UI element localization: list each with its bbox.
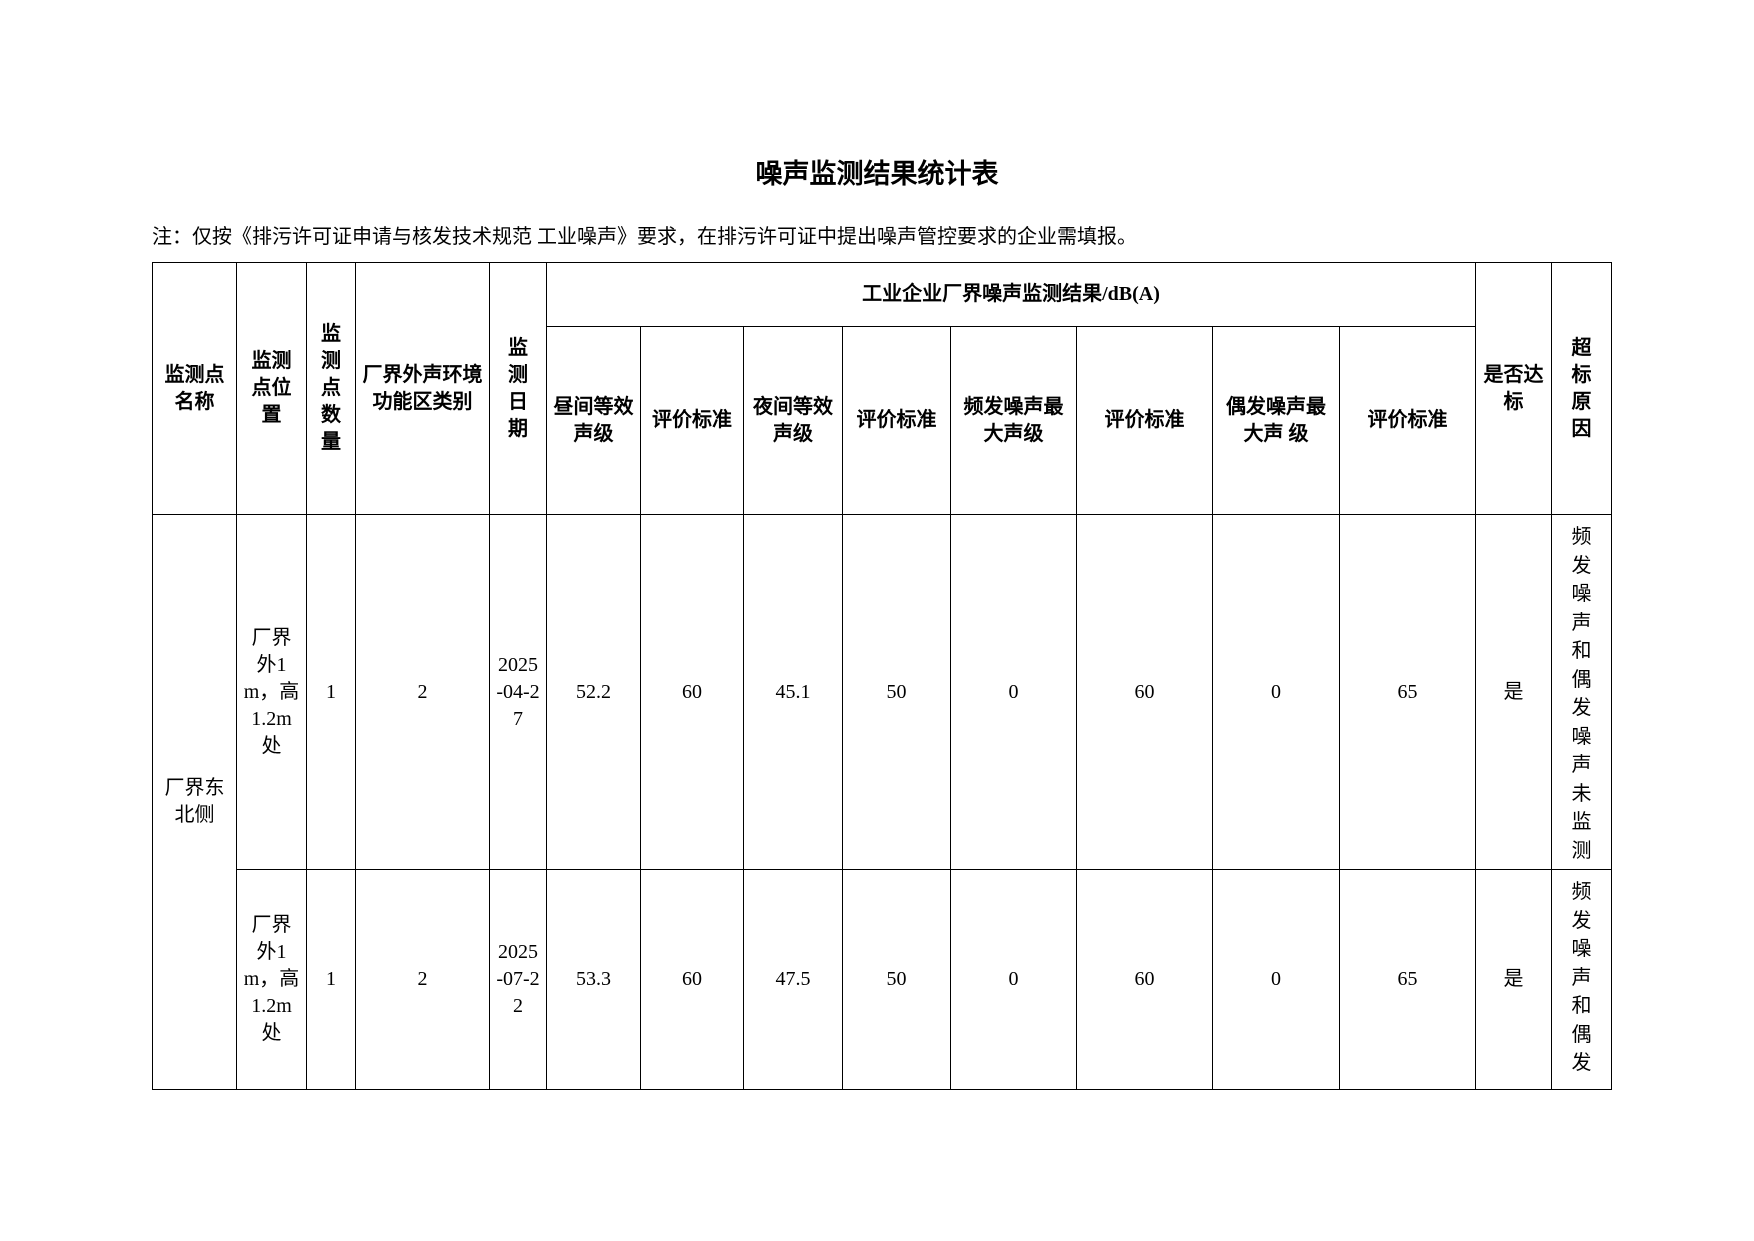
table-row: 厂界东北侧 厂界外1m，高1.2m处 1 2 2025-04-27 52.2 6… [152, 514, 1613, 1090]
day-std-cell: 60 [640, 869, 744, 1090]
header-row-1: 监测点名称 监测点位置 监测点数量 厂界外声环境功能区类别 监测日期 工业企业厂… [152, 262, 1613, 515]
freq-std-cell: 60 [1076, 514, 1213, 870]
header-occ-std: 评价标准 [1338, 326, 1477, 515]
count-cell: 1 [306, 869, 356, 1090]
header-day-std: 评价标准 [640, 326, 744, 515]
header-reason: 超标原因 [1551, 262, 1613, 515]
reason-cell: 频发噪声和偶发噪声未监测 [1551, 514, 1613, 870]
occ-std-cell: 65 [1338, 514, 1477, 870]
night-leq-cell: 45.1 [743, 514, 843, 870]
night-leq-cell: 47.5 [743, 869, 843, 1090]
date-cell: 2025-04-27 [489, 514, 547, 870]
day-std-cell: 60 [640, 514, 744, 870]
location-cell: 厂界外1m，高1.2m处 [236, 869, 307, 1090]
note-text: 注：仅按《排污许可证申请与核发技术规范 工业噪声》要求，在排污许可证中提出噪声管… [152, 226, 1137, 248]
header-freq-max: 频发噪声最大声级 [950, 326, 1077, 515]
header-night-leq: 夜间等效声级 [743, 326, 843, 515]
header-point-count: 监测点数量 [306, 262, 356, 515]
header-day-leq: 昼间等效声级 [546, 326, 641, 515]
night-std-cell: 50 [842, 514, 951, 870]
page-title: 噪声监测结果统计表 [755, 159, 999, 189]
day-leq-cell: 53.3 [546, 869, 641, 1090]
compliant-cell: 是 [1475, 514, 1553, 870]
header-point-name: 监测点名称 [152, 262, 237, 515]
header-group: 工业企业厂界噪声监测结果/dB(A) [545, 262, 1477, 327]
location-cell: 厂界外1m，高1.2m处 [236, 514, 307, 870]
header-occ-max: 偶发噪声最大声 级 [1212, 326, 1340, 515]
header-point-location: 监测点位置 [236, 262, 307, 515]
header-compliant: 是否达标 [1475, 262, 1553, 515]
day-leq-cell: 52.2 [546, 514, 641, 870]
zone-cell: 2 [355, 514, 490, 870]
noise-results-table: 监测点名称 监测点位置 监测点数量 厂界外声环境功能区类别 监测日期 工业企业厂… [152, 262, 1613, 1090]
point-name-cell: 厂界东北侧 [152, 514, 237, 1090]
zone-cell: 2 [355, 869, 490, 1090]
freq-max-cell: 0 [950, 514, 1077, 870]
night-std-cell: 50 [842, 869, 951, 1090]
occ-max-cell: 0 [1212, 869, 1340, 1090]
freq-max-cell: 0 [950, 869, 1077, 1090]
header-freq-std: 评价标准 [1076, 326, 1213, 515]
header-night-std: 评价标准 [842, 326, 951, 515]
table-row: 厂界外1m，高1.2m处 1 2 2025-07-22 53.3 60 47.5… [153, 869, 1613, 1090]
freq-std-cell: 60 [1076, 869, 1213, 1090]
header-date: 监测日期 [489, 262, 547, 515]
reason-cell: 频发噪声和偶发 [1551, 869, 1613, 1090]
header-row-2: 昼间等效声级 评价标准 夜间等效声级 评价标准 频发噪声最大声级 评价标准 偶发… [153, 326, 1612, 515]
count-cell: 1 [306, 514, 356, 870]
occ-max-cell: 0 [1212, 514, 1340, 870]
compliant-cell: 是 [1475, 869, 1553, 1090]
occ-std-cell: 65 [1338, 869, 1477, 1090]
header-zone-category: 厂界外声环境功能区类别 [355, 262, 490, 515]
date-cell: 2025-07-22 [489, 869, 547, 1090]
